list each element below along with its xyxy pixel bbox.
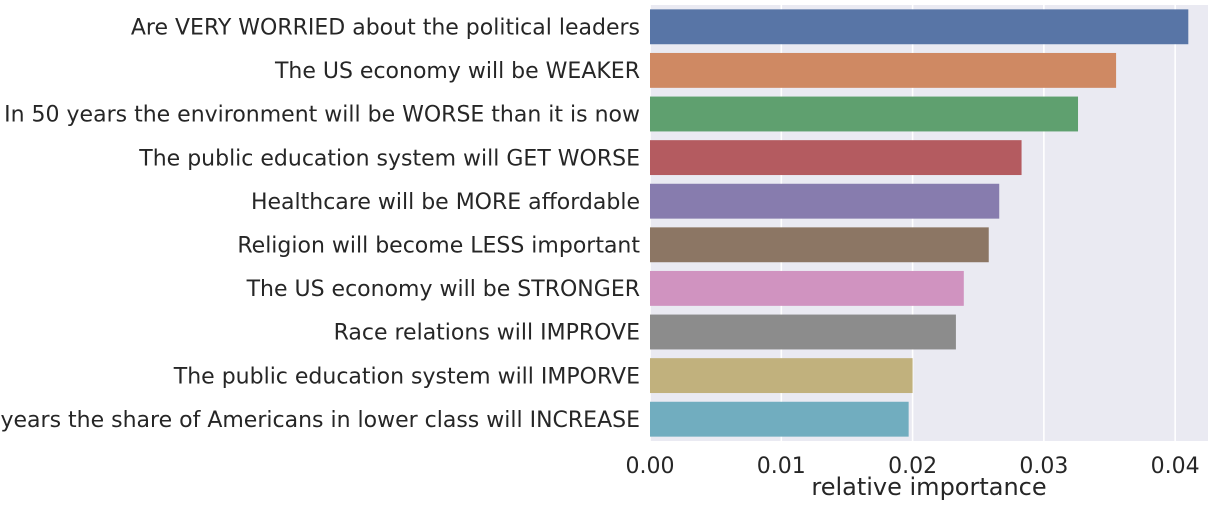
category-label: Are VERY WORRIED about the political lea… <box>131 16 640 41</box>
bar <box>650 227 989 263</box>
x-tick-label: 0.03 <box>1019 454 1068 479</box>
category-labels: Are VERY WORRIED about the political lea… <box>0 16 640 433</box>
category-label: Race relations will IMPROVE <box>334 321 640 346</box>
bar <box>650 314 956 350</box>
category-label: Healthcare will be MORE affordable <box>251 190 640 215</box>
bar <box>650 96 1079 132</box>
category-label: The US economy will be STRONGER <box>246 277 640 302</box>
bar <box>650 401 909 437</box>
category-label: In 30 years the share of Americans in lo… <box>0 408 640 433</box>
bar <box>650 140 1022 176</box>
category-label: Religion will become LESS important <box>237 234 640 259</box>
x-axis-title: relative importance <box>811 473 1046 501</box>
bar <box>650 183 1000 219</box>
category-label: In 50 years the environment will be WORS… <box>4 103 640 128</box>
x-tick-label: 0.01 <box>757 454 806 479</box>
category-label: The public education system will IMPORVE <box>173 364 640 389</box>
bars <box>650 9 1189 437</box>
category-label: The public education system will GET WOR… <box>138 146 640 171</box>
x-tick-label: 0.02 <box>888 454 937 479</box>
x-tick-labels: 0.00 0.01 0.02 0.03 0.04 <box>626 454 1200 479</box>
x-tick-label: 0.00 <box>626 454 675 479</box>
bar <box>650 270 964 306</box>
bar <box>650 358 913 394</box>
bar <box>650 52 1117 88</box>
x-tick-label: 0.04 <box>1151 454 1200 479</box>
bar <box>650 9 1189 45</box>
category-label: The US economy will be WEAKER <box>274 59 640 84</box>
